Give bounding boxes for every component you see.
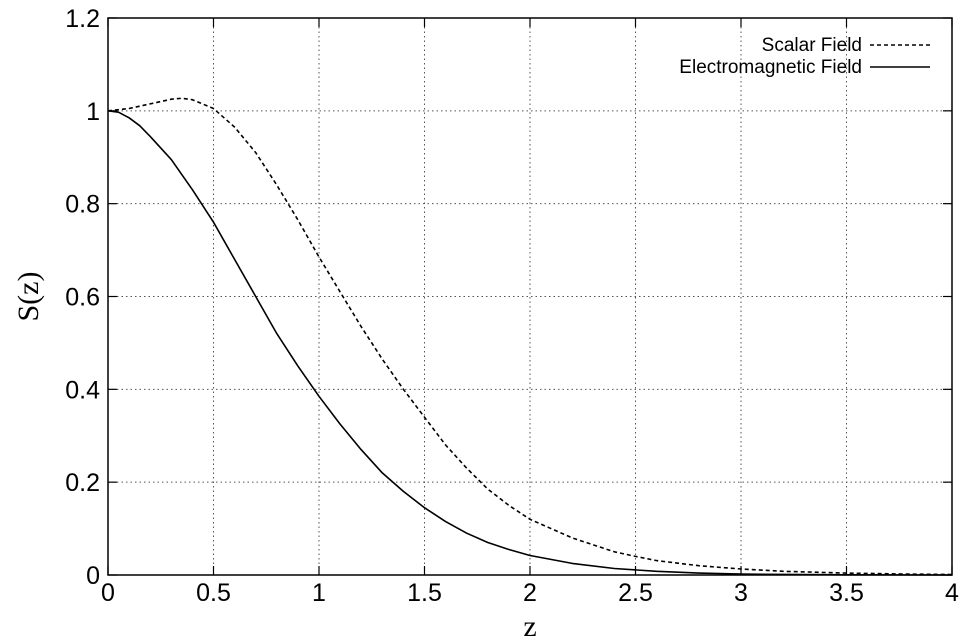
y-tick-label: 0.4 [65, 376, 100, 404]
tick-labels: 0 0.5 1 1.5 2 2.5 3 3.5 4 0 0.2 0.4 0.6 0.8 1 1.2 [65, 5, 959, 607]
series-layer [107, 97, 953, 576]
y-tick-label: 1 [86, 98, 100, 126]
legend-label-scalar-field: Scalar Field [762, 35, 862, 56]
y-tick-label: 0.6 [65, 284, 100, 312]
x-tick-label: 3.5 [829, 579, 864, 607]
y-tick-label: 0.2 [65, 469, 100, 497]
y-tick-label: 1.2 [65, 5, 100, 33]
x-tick-label: 2 [523, 579, 537, 607]
x-axis-label: z [523, 610, 536, 643]
y-tick-label: 0 [86, 562, 100, 590]
legend-label-electromagnetic-field: Electromagnetic Field [679, 57, 862, 78]
x-tick-label: 3 [734, 579, 748, 607]
grid [108, 18, 952, 575]
x-tick-label: 2.5 [618, 579, 653, 607]
x-tick-label: 0 [101, 579, 115, 607]
x-tick-label: 4 [945, 579, 959, 607]
y-axis-label: S(z) [12, 272, 45, 322]
x-tick-label: 0.5 [196, 579, 231, 607]
series-line-electromagnetic-field [107, 110, 953, 576]
series-line-scalar-field [107, 97, 953, 576]
y-tick-label: 0.8 [65, 191, 100, 219]
ticks [107, 17, 953, 576]
x-tick-label: 1 [312, 579, 326, 607]
x-tick-label: 1.5 [407, 579, 442, 607]
